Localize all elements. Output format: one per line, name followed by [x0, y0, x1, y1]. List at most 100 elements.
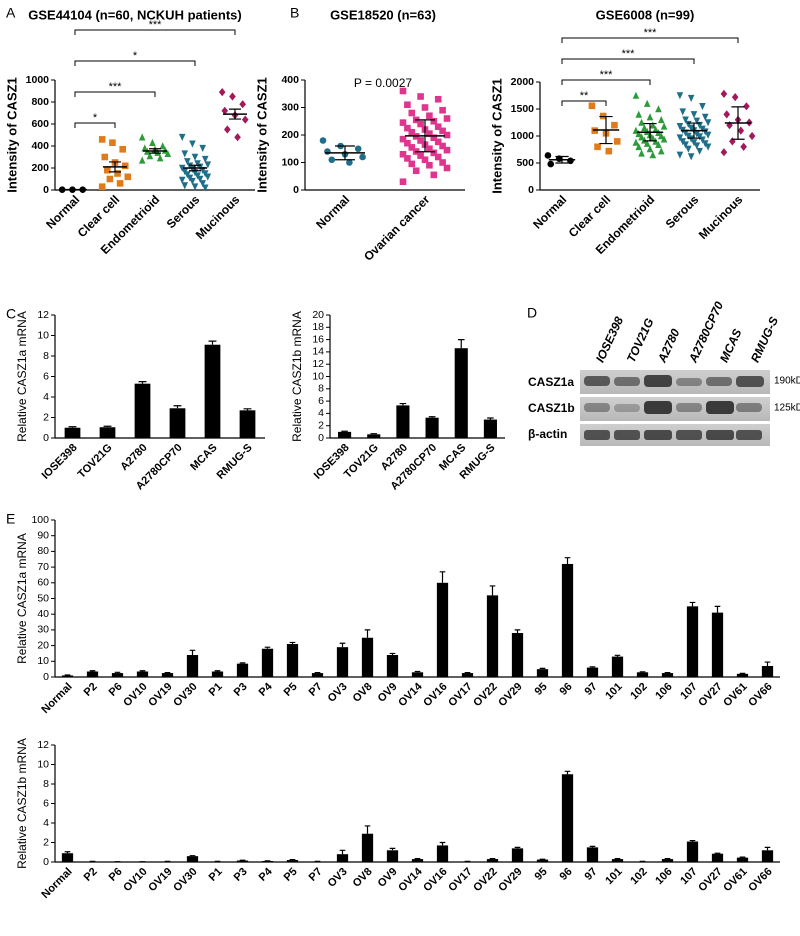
y-tick-label: 100 — [31, 514, 49, 526]
bar — [536, 859, 549, 862]
data-point — [649, 121, 657, 129]
data-point — [109, 139, 116, 146]
error-bar — [599, 115, 613, 145]
data-point — [693, 117, 701, 125]
x-tick-label: OV30 — [171, 866, 199, 894]
blot-strip — [580, 424, 770, 446]
bar — [561, 774, 574, 862]
y-tick-label: 6 — [43, 797, 49, 809]
y-tick-label: 8 — [43, 350, 49, 362]
blot-lane-label: A2780 — [654, 326, 682, 365]
bar — [736, 857, 749, 862]
error-bar — [139, 670, 146, 672]
data-point — [199, 180, 206, 188]
data-point — [324, 148, 331, 155]
data-point — [121, 162, 129, 170]
data-point — [104, 166, 111, 174]
y-axis-label: Relative CASZ1b mRNA — [15, 738, 29, 869]
error-bar — [539, 667, 546, 670]
bar — [261, 861, 274, 862]
data-point — [221, 106, 229, 115]
error-bar — [414, 670, 421, 673]
bar — [336, 647, 349, 677]
y-tick-label: 0 — [528, 184, 534, 196]
data-point — [439, 106, 446, 114]
error-bar — [149, 148, 161, 154]
y-tick-label: 80 — [37, 545, 49, 557]
x-tick-label: OV14 — [396, 680, 425, 709]
blot-row-label: CASZ1b — [528, 401, 575, 415]
significance-bracket — [74, 60, 196, 66]
error-bar — [687, 122, 701, 139]
y-tick-label: 10 — [37, 329, 49, 341]
error-bar — [339, 642, 346, 648]
data-point — [704, 119, 712, 127]
error-bar — [399, 402, 407, 406]
data-point — [421, 156, 429, 164]
y-tick-label: 800 — [31, 96, 49, 108]
data-point — [426, 161, 433, 169]
data-point — [657, 116, 665, 124]
data-point — [687, 153, 695, 161]
error-bar — [457, 339, 465, 349]
bar — [486, 859, 499, 862]
bar — [711, 612, 724, 677]
y-tick-label: 50 — [37, 592, 49, 604]
data-point — [748, 131, 756, 141]
data-point — [646, 145, 654, 153]
y-tick-label: 200 — [31, 162, 49, 174]
data-point — [740, 142, 747, 151]
panel-letter: A — [6, 5, 16, 21]
x-tick-label: P7 — [307, 681, 325, 699]
data-point — [218, 88, 226, 97]
data-point — [660, 122, 668, 130]
data-point — [676, 92, 684, 100]
data-point — [632, 91, 640, 99]
data-point — [189, 140, 196, 148]
bar — [186, 655, 199, 677]
x-tick-label: P1 — [207, 866, 225, 884]
bar — [436, 582, 449, 677]
x-tick-label: OV16 — [421, 866, 449, 894]
x-tick-label: OV10 — [121, 866, 149, 894]
data-point — [682, 116, 689, 124]
data-point — [657, 132, 665, 140]
data-point — [181, 182, 189, 190]
data-point — [704, 131, 712, 139]
data-point — [204, 173, 212, 181]
x-tick-label: OV16 — [421, 681, 449, 709]
y-axis-label: Intensity of CASZ1 — [4, 77, 19, 193]
bar — [186, 856, 199, 862]
bar — [761, 666, 774, 677]
data-point — [408, 160, 416, 168]
x-tick-label: OV19 — [146, 866, 174, 894]
error-bar — [439, 841, 446, 846]
y-axis-label: Relative CASZ1a mRNA — [15, 311, 29, 442]
x-tick-label: OV29 — [496, 866, 524, 894]
blot-bands — [584, 375, 764, 440]
data-point — [184, 158, 191, 166]
significance-label: *** — [149, 19, 163, 31]
error-bar — [68, 426, 77, 428]
data-point — [98, 136, 106, 143]
bar — [761, 850, 774, 862]
bar — [561, 563, 574, 677]
y-tick-label: 2000 — [511, 76, 535, 88]
error-bar — [214, 670, 221, 672]
significance-label: *** — [109, 81, 123, 93]
y-tick-label: 100 — [281, 156, 299, 168]
data-point — [657, 147, 665, 155]
error-bar — [109, 161, 121, 173]
error-bar — [364, 629, 371, 638]
data-point — [720, 89, 728, 98]
x-tick-label: 97 — [583, 681, 600, 698]
data-point — [346, 159, 353, 166]
y-tick-label: 8 — [318, 383, 324, 395]
blot-row-label: CASZ1a — [528, 375, 574, 389]
error-bar — [389, 652, 396, 656]
x-tick-label: OV27 — [696, 681, 724, 709]
panel-letter: D — [527, 305, 537, 321]
x-tick-label: P5 — [282, 866, 300, 884]
data-point — [726, 121, 733, 130]
data-point — [181, 150, 189, 158]
